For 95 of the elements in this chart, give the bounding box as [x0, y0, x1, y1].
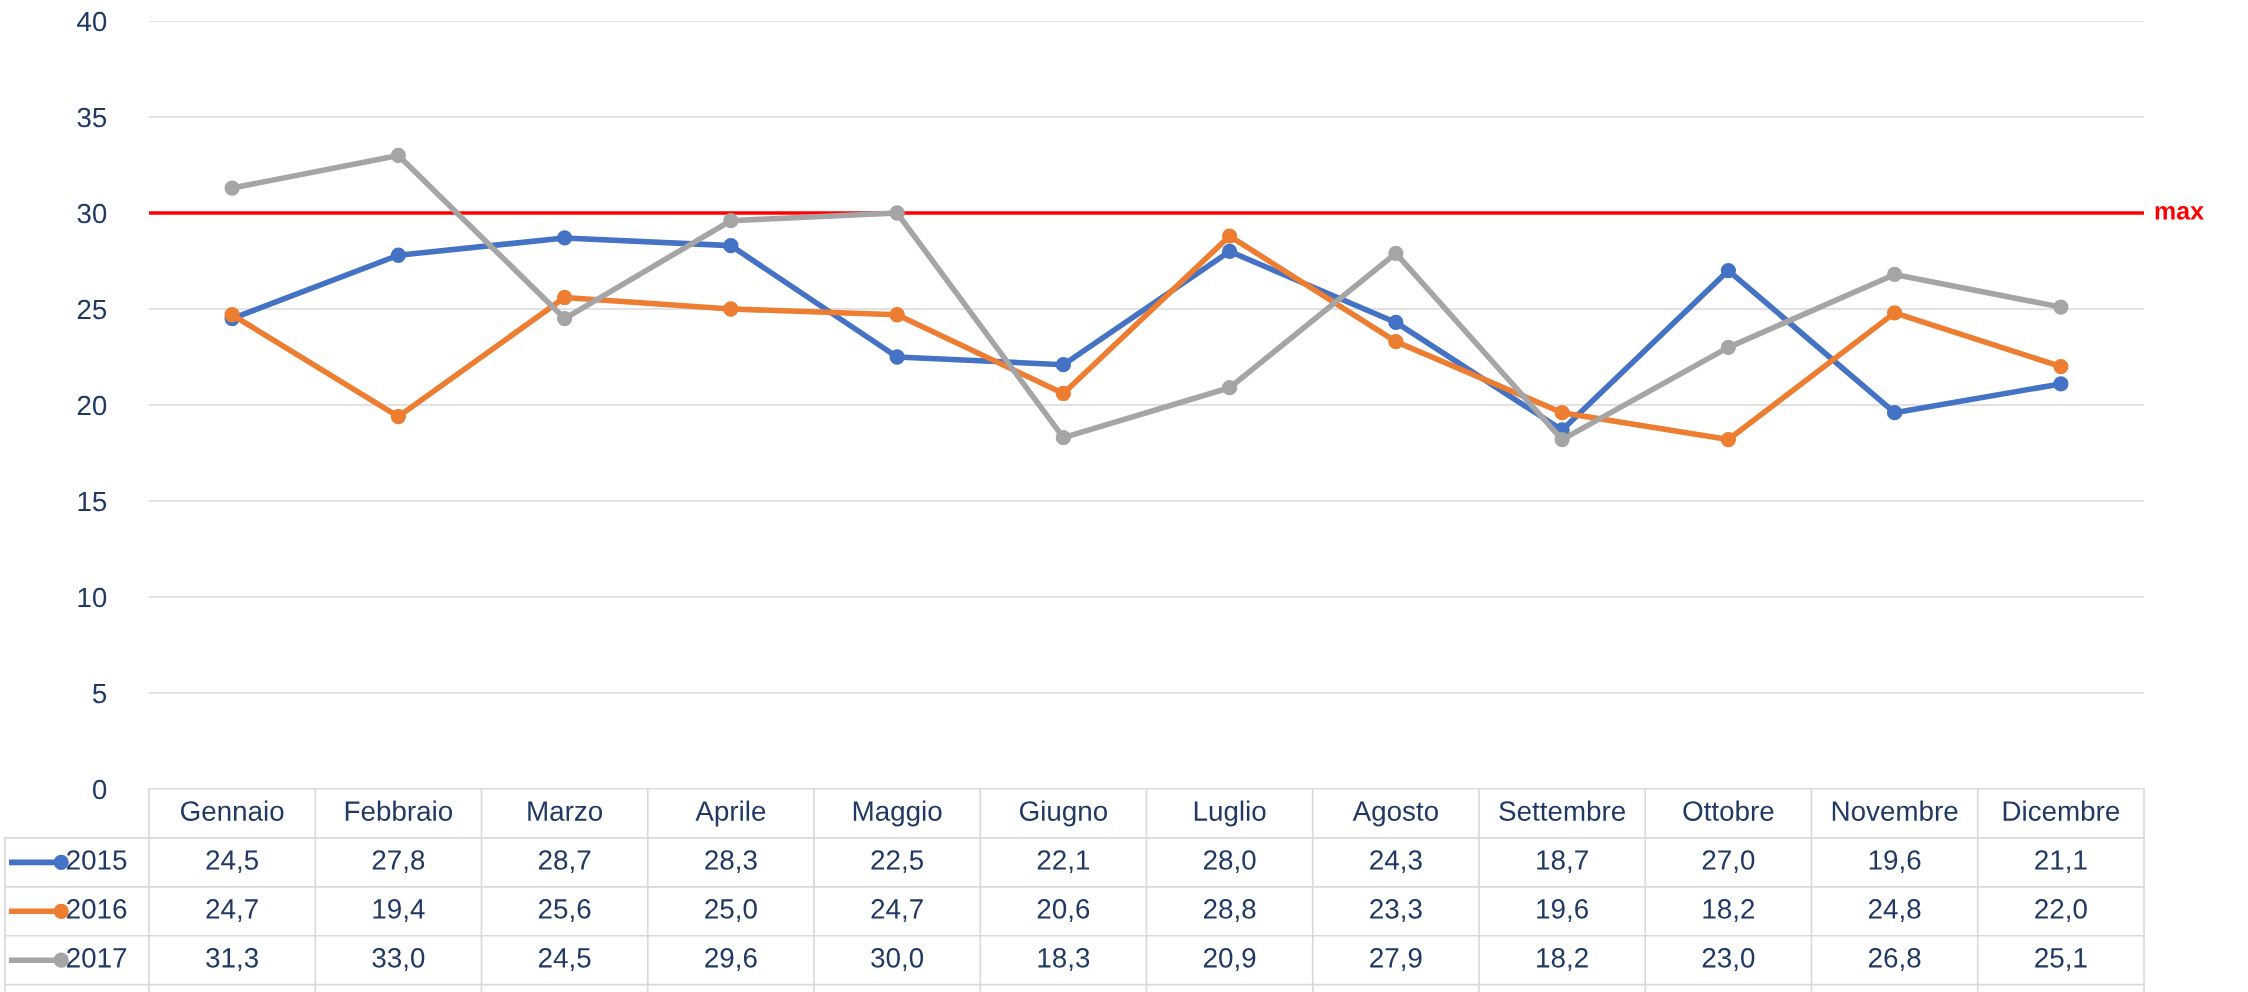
data-label: 25,1: [2035, 947, 2087, 971]
data-label: 18,2: [1537, 947, 1588, 971]
point: [1886, 305, 1903, 321]
x-tick-label: Ottobre: [1683, 800, 1774, 821]
point: [1554, 431, 1570, 448]
point: [390, 147, 407, 164]
point: [889, 349, 905, 365]
point: [1388, 334, 1404, 350]
data-label: 22,1: [1037, 850, 1090, 874]
point: [1886, 266, 1903, 283]
data-label: 25,6: [538, 899, 591, 923]
point: [1055, 430, 1072, 446]
data-label: 18,2: [1703, 899, 1755, 923]
data-label: 19,6: [1537, 899, 1588, 923]
data-label: 22,5: [871, 850, 923, 874]
point: [723, 213, 739, 229]
point: [556, 289, 573, 306]
point: [889, 205, 905, 221]
point: [1221, 380, 1238, 396]
point: [889, 307, 905, 323]
data-label: 28,0: [1203, 850, 1256, 874]
point: [1720, 262, 1737, 279]
point: [556, 230, 573, 246]
data-label: 18,7: [1537, 850, 1588, 874]
data-label: 18,3: [1038, 947, 1090, 971]
point: [2053, 376, 2069, 392]
data-label: 20,9: [1203, 947, 1256, 971]
data-label: 27,8: [372, 850, 425, 874]
point: [224, 180, 240, 196]
point: [1720, 431, 1737, 448]
x-tick-label: Aprile: [695, 800, 766, 827]
data-label: 24,7: [206, 899, 258, 923]
point: [1720, 339, 1737, 356]
point: [390, 408, 407, 425]
legend-label: 2017: [67, 947, 127, 968]
point: [1055, 385, 1072, 402]
point: [723, 301, 739, 317]
data-label: 23,0: [1702, 947, 1755, 971]
data-label: 24,5: [538, 947, 591, 971]
data-label: 29,6: [705, 947, 757, 971]
data-label: 24,5: [206, 850, 258, 874]
x-tick-label: Febbraio: [345, 800, 453, 821]
data-label: 27,9: [1370, 947, 1422, 971]
point: [1221, 228, 1238, 244]
y-tick-label: 25: [77, 299, 107, 320]
y-tick-label: 5: [93, 683, 107, 704]
legend-label: 2015: [67, 850, 127, 870]
y-tick-label: 40: [77, 11, 107, 32]
data-label: 24,7: [871, 899, 923, 923]
y-tick-label: 20: [77, 395, 107, 416]
data-label: 23,3: [1370, 899, 1422, 923]
data-label: 28,3: [705, 850, 757, 874]
data-label: 20,6: [1037, 899, 1090, 923]
data-label: 24,3: [1370, 850, 1422, 874]
data-label: 27,0: [1702, 850, 1755, 874]
data-label: 25,0: [705, 899, 757, 923]
point: [2053, 358, 2069, 375]
point: [224, 307, 240, 323]
legend-label: 2016: [67, 899, 127, 919]
data-label: 31,3: [206, 947, 258, 971]
point: [2053, 299, 2069, 315]
x-tick-label: Agosto: [1352, 801, 1438, 827]
data-label: 21,1: [2035, 850, 2087, 874]
y-tick-label: 10: [78, 587, 107, 608]
y-tick-label: 15: [78, 491, 107, 512]
point: [723, 238, 739, 254]
point: [1886, 405, 1903, 421]
data-label: 30,0: [871, 947, 924, 971]
x-tick-label: Gennaio: [181, 800, 284, 821]
point: [390, 247, 407, 263]
point: [1554, 405, 1570, 421]
x-tick-label: Marzo: [528, 801, 603, 821]
data-label: 28,7: [538, 850, 591, 874]
point: [556, 310, 573, 327]
point: [1388, 245, 1404, 261]
x-tick-label: Settembre: [1499, 800, 1625, 821]
y-tick-label: 0: [92, 779, 107, 800]
x-tick-label: Giugno: [1019, 800, 1107, 827]
x-tick-label: Maggio: [853, 800, 942, 827]
x-tick-label: Luglio: [1194, 800, 1266, 827]
y-tick-label: 35: [77, 107, 107, 128]
point: [1055, 357, 1072, 373]
data-label: 33,0: [372, 947, 425, 971]
point: [1388, 314, 1404, 331]
data-label: 22,0: [2035, 899, 2087, 923]
data-label: 28,8: [1203, 899, 1256, 923]
data-label: 26,8: [1868, 947, 1921, 971]
y-tick-label: 30: [77, 203, 107, 224]
point: [1221, 243, 1238, 260]
data-label: 24,8: [1868, 899, 1921, 923]
data-label: 19,6: [1869, 850, 1921, 874]
data-label: 19,4: [373, 899, 425, 923]
x-tick-label: Dicembre: [2003, 800, 2120, 821]
ref-line-label: max: [2155, 206, 2204, 220]
x-tick-label: Novembre: [1832, 800, 1958, 821]
